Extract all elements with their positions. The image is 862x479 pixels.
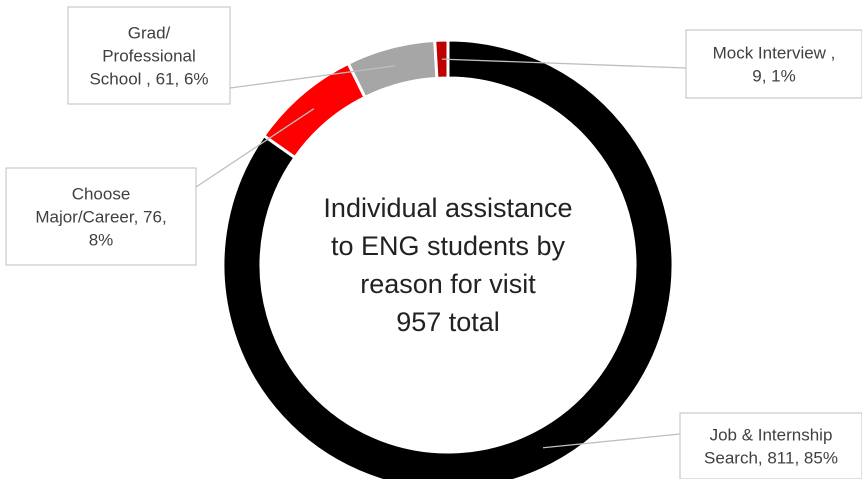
data-label-box: [67, 6, 231, 105]
data-labels: Job & Internship Search, 811, 85% Choose Ma…: [5, 6, 862, 479]
data-label: Grad/Professional School , 61, 6%: [89, 24, 208, 89]
data-label-box: [685, 29, 862, 99]
data-label: Choose Major/Career, 76, 8%: [35, 185, 166, 250]
donut-slice: [433, 38, 450, 80]
center-title: Individual assistance to ENG students by r…: [323, 193, 572, 337]
data-label: Mock Interview , 9, 1%: [713, 44, 836, 86]
donut-slice: [221, 38, 675, 479]
leader-lines: [195, 58, 687, 449]
donut-slice: [261, 61, 368, 160]
data-label-box: [5, 167, 197, 266]
data-label-box: [679, 412, 862, 479]
data-label: Job & Internship Search, 811, 85%: [704, 426, 838, 468]
leader-line: [229, 65, 396, 89]
leader-line: [441, 58, 687, 69]
donut-slice: [346, 38, 439, 100]
leader-line: [195, 108, 315, 188]
leader-line: [542, 433, 681, 449]
donut-slices: [221, 38, 675, 479]
